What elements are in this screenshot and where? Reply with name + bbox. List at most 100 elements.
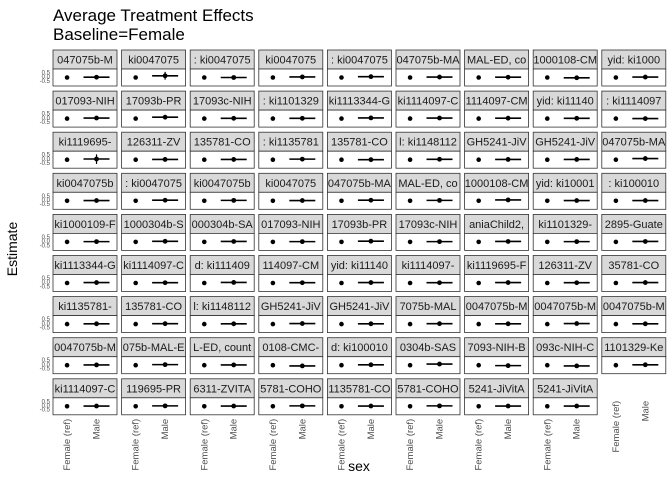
female-ref-point: [270, 75, 276, 80]
male-estimate-point: [162, 362, 168, 368]
male-estimate-point: [642, 156, 648, 161]
facet-panel: 126311-ZV: [121, 131, 186, 169]
y-tick-label: 0.0: [42, 198, 51, 204]
female-ref-point: [133, 321, 138, 327]
facet-panel: ki1101329-: [532, 213, 598, 251]
facet-panel: 17093b-PR: [121, 90, 186, 128]
female-ref-point: [133, 157, 138, 162]
facet-panel: ki1119695- 0.50.0-0.5: [40, 131, 118, 169]
facet-strip-label: 7093-NIH-B: [468, 342, 526, 354]
female-ref-point: [201, 321, 207, 327]
facet-panel: L-ED, count: [189, 337, 255, 375]
male-estimate-point: [94, 198, 99, 203]
male-estimate-point: [368, 238, 374, 244]
male-estimate-point: [299, 239, 305, 245]
female-ref-point: [613, 239, 619, 245]
male-estimate-point: [505, 115, 511, 121]
facet-panel: ki1114097-C: [395, 90, 461, 128]
female-ref-point: [133, 116, 138, 121]
male-estimate-point: [162, 197, 168, 203]
male-estimate-point: [299, 156, 305, 162]
male-estimate-point: [231, 115, 237, 121]
facet-strip-label: 135781-CO: [331, 137, 388, 149]
female-ref-point: [407, 239, 413, 245]
female-ref-point: [544, 75, 550, 80]
female-ref-point: [201, 198, 207, 204]
x-tick-label: Female (ref): [611, 401, 622, 453]
male-estimate-point: [368, 157, 374, 163]
male-estimate-point: [368, 74, 374, 80]
facet-panel: 114097-CM: [258, 255, 324, 292]
female-ref-point: [64, 157, 70, 162]
facet-panel: : ki0047075: [189, 49, 255, 87]
facet-strip-label: 093c-NIH-C: [536, 342, 594, 354]
male-estimate-point: [94, 280, 99, 285]
y-tick-label: -0.5: [40, 79, 51, 85]
x-tick-label: Female (ref): [336, 419, 347, 471]
facet-panel: 17093c-NIH: [395, 213, 461, 251]
y-tick-label: 0.0: [42, 116, 51, 122]
female-ref-point: [201, 116, 207, 121]
facet-panel: 0304b-SAS: [395, 337, 461, 375]
male-estimate-point: [368, 403, 374, 409]
male-estimate-point: [505, 403, 511, 409]
male-estimate-point: [505, 363, 511, 369]
facet-strip-label: 0047075b-M: [603, 301, 665, 313]
facet-panel: : ki0047075: [326, 49, 392, 87]
facet-strip-label: : ki1101329: [263, 96, 319, 108]
facet-panel: 047075b-M 0.50.0-0.5: [40, 49, 118, 87]
y-tick-label: 0.5: [42, 112, 51, 118]
male-estimate-point: [231, 280, 237, 285]
female-ref-point: [407, 404, 413, 409]
facet-strip-label: ki1119695-: [59, 137, 112, 149]
facet-strip-label: GH5241-JiV: [467, 137, 528, 149]
female-ref-point: [476, 157, 481, 162]
facet-panel: : ki1135781: [258, 131, 324, 169]
facet-strip-label: GH5241-JiV: [329, 301, 390, 313]
facet-panel: 0047075b-M: [601, 296, 667, 334]
facet-panel: 119695-PR: [121, 378, 186, 416]
male-estimate-point: [574, 280, 580, 286]
x-tick-label: Female (ref): [131, 419, 142, 471]
facet-strip-label: ki1000109-F: [54, 219, 115, 231]
male-estimate-point: [94, 239, 99, 245]
male-estimate-point: [299, 74, 305, 80]
female-ref-point: [476, 116, 481, 121]
male-estimate-point: [574, 198, 580, 203]
female-ref-point: [476, 198, 481, 204]
facet-panel: GH5241-JiV: [258, 296, 324, 334]
y-tick-label: 0.5: [42, 317, 51, 323]
female-ref-point: [407, 198, 413, 204]
female-ref-point: [407, 157, 413, 162]
facet-strip-label: ki0047075b: [194, 178, 251, 190]
female-ref-point: [613, 75, 619, 80]
female-ref-point: [270, 321, 276, 327]
female-ref-point: [407, 321, 413, 327]
female-ref-point: [133, 280, 138, 286]
facet-panel: : ki0047075: [121, 172, 186, 210]
facet-strip-label: ki0047075: [265, 55, 316, 67]
facet-strip-label: 047075b-MA: [328, 178, 392, 190]
female-ref-point: [544, 280, 550, 286]
facet-strip-label: yid: ki11140: [537, 96, 594, 108]
facet-panel: ki0047075: [121, 49, 186, 87]
facet-panel: 7075b-MAL: [395, 296, 461, 334]
male-estimate-point: [437, 239, 442, 245]
facet-strip-label: 0047075b-M: [466, 301, 528, 313]
x-tick-label: Female (ref): [268, 419, 279, 471]
facet-panel: 1101329-Ke: [601, 337, 667, 375]
male-estimate-point: [368, 280, 374, 285]
male-estimate-point: [642, 239, 648, 244]
facet-strip-label: 0108-CMC-: [262, 342, 319, 354]
facet-strip-label: 0304b-SAS: [400, 342, 456, 354]
female-ref-point: [64, 321, 70, 327]
male-estimate-point: [94, 115, 99, 121]
male-estimate-point: [368, 197, 374, 203]
male-estimate-point: [437, 74, 442, 80]
facet-panel: 35781-CO: [601, 255, 667, 292]
female-ref-point: [544, 321, 550, 327]
facet-panel: 047075b-MA: [326, 172, 392, 210]
facet-strip-label: : ki0047075: [194, 55, 251, 67]
female-ref-point: [201, 362, 207, 368]
